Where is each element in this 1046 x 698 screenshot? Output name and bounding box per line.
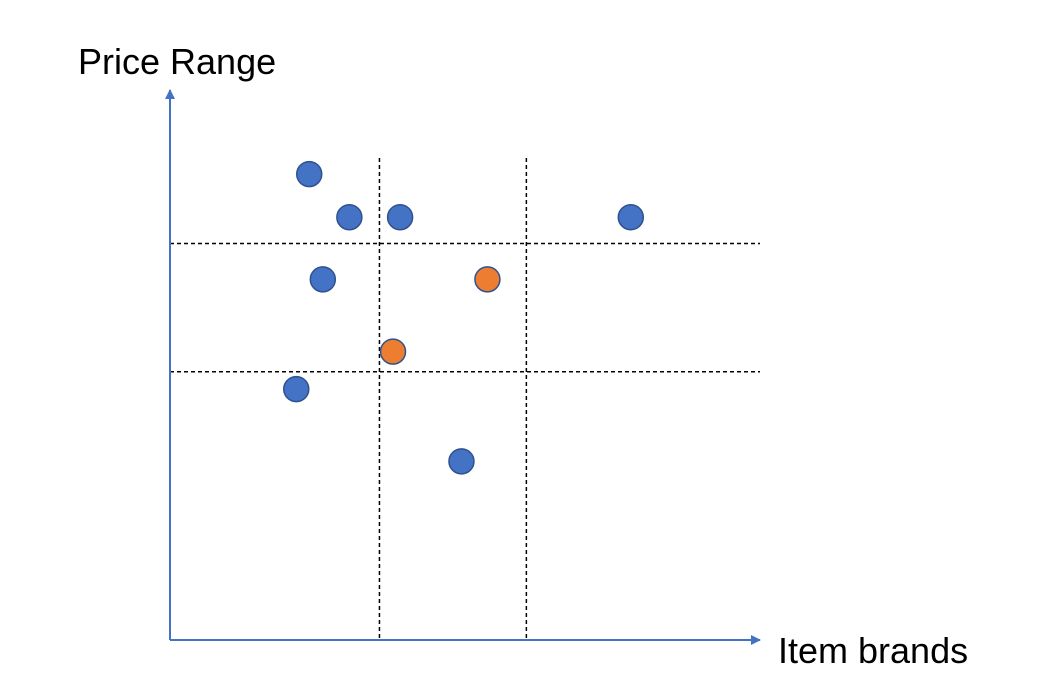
data-point-orange bbox=[475, 267, 500, 292]
data-point-blue bbox=[388, 205, 413, 230]
data-point-blue bbox=[284, 377, 309, 402]
data-point-blue bbox=[337, 205, 362, 230]
y-axis-title: Price Range bbox=[78, 44, 276, 80]
data-point-blue bbox=[297, 162, 322, 187]
data-point-orange bbox=[381, 339, 406, 364]
grid-lines bbox=[170, 158, 760, 640]
data-point-blue bbox=[449, 449, 474, 474]
data-point-blue bbox=[618, 205, 643, 230]
x-axis-title: Item brands bbox=[778, 633, 968, 669]
data-point-blue bbox=[310, 267, 335, 292]
axes bbox=[170, 90, 760, 640]
data-points bbox=[284, 162, 644, 474]
